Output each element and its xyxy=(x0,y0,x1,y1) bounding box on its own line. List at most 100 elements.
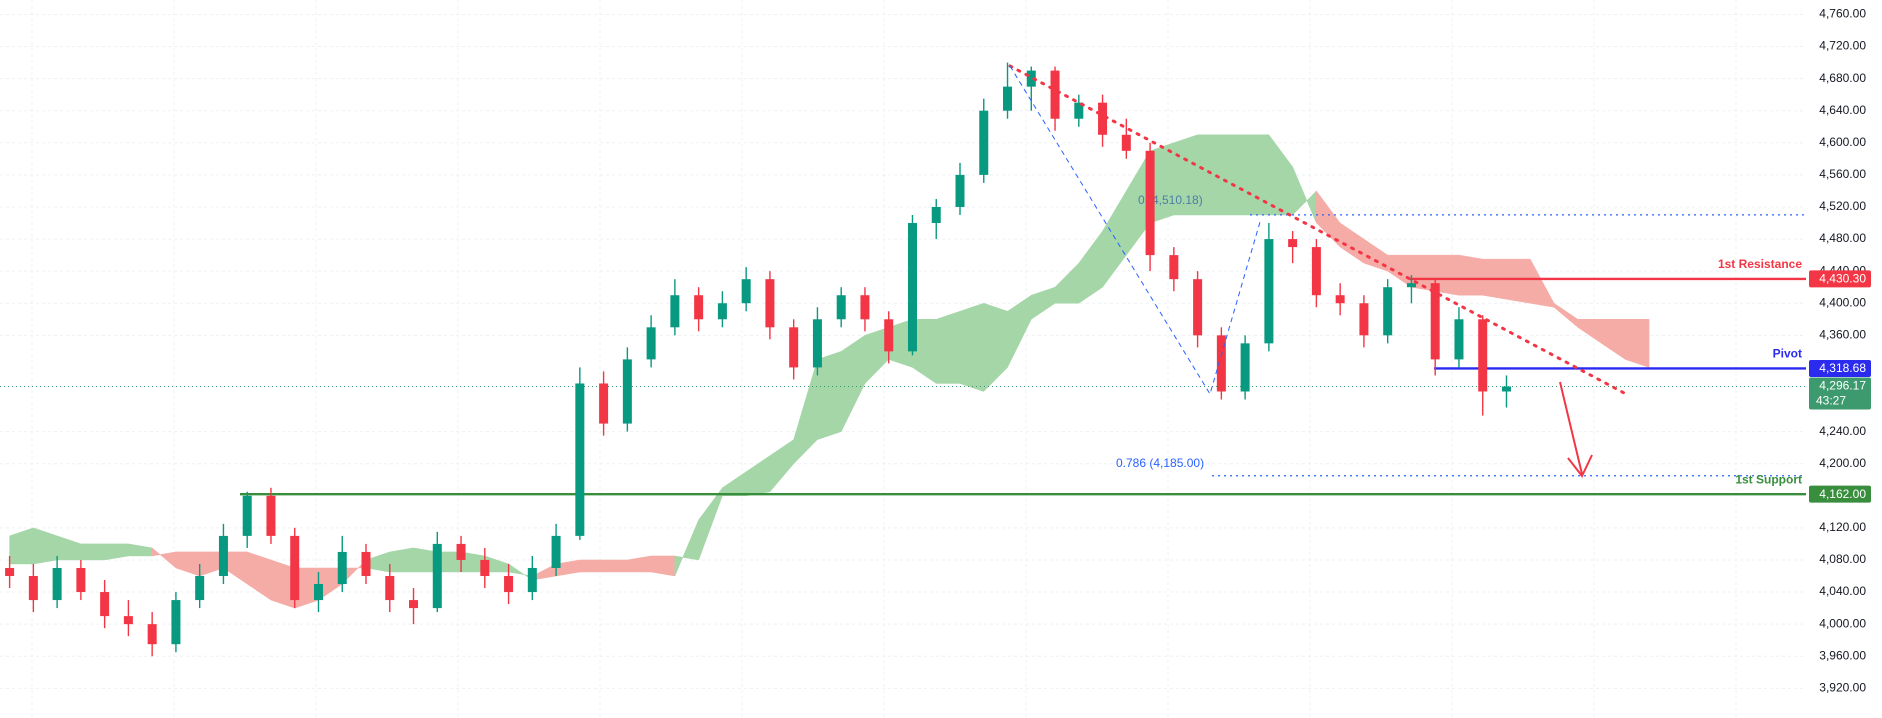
price-axis xyxy=(1806,0,1882,718)
price-axis-labels: 3,920.00 3,960.00 4,000.00 4,040.00 4,080.00… xyxy=(1819,7,1866,695)
candle-body xyxy=(218,535,228,577)
last-price-label: 4,296.17 xyxy=(1819,379,1866,393)
candle-body xyxy=(931,206,941,224)
candle-body xyxy=(670,295,680,328)
candle-body xyxy=(313,584,323,601)
y-tick-label: 4,080.00 xyxy=(1819,552,1866,566)
candle-body xyxy=(860,295,870,320)
level-tag-label: 4,162.00 xyxy=(1819,487,1866,501)
candle-body xyxy=(741,279,751,304)
candle-body xyxy=(1335,295,1345,304)
candle-body xyxy=(979,110,989,175)
candle-body xyxy=(1501,386,1511,392)
level-name: Pivot xyxy=(1773,347,1802,361)
candle-body xyxy=(1026,70,1036,87)
candle-body xyxy=(884,319,894,352)
cloud-segment xyxy=(579,559,604,573)
ichimoku-cloud xyxy=(9,134,1650,609)
cloud-segment xyxy=(935,310,961,384)
candle-body xyxy=(5,567,15,577)
candle-body xyxy=(1430,283,1440,360)
y-tick-label: 4,120.00 xyxy=(1819,520,1866,534)
y-tick-label: 4,680.00 xyxy=(1819,71,1866,85)
y-tick-label: 3,960.00 xyxy=(1819,648,1866,662)
candle-body xyxy=(1454,319,1464,360)
candle-body xyxy=(836,295,846,320)
candle-body xyxy=(717,303,727,320)
candle-body xyxy=(1478,319,1488,392)
candle-body xyxy=(1098,102,1108,135)
cloud-segment xyxy=(80,543,105,561)
candle-body xyxy=(147,624,157,645)
candle-body xyxy=(812,319,822,368)
candle-body xyxy=(480,559,490,577)
y-tick-label: 4,400.00 xyxy=(1819,295,1866,309)
y-tick-label: 4,040.00 xyxy=(1819,584,1866,598)
candle-body xyxy=(456,543,466,560)
y-tick-label: 4,000.00 xyxy=(1819,616,1866,630)
candle-body xyxy=(1311,247,1321,296)
level-tag xyxy=(1809,485,1871,503)
level-tag xyxy=(1809,270,1871,288)
candle-body xyxy=(171,600,181,645)
fib-label: 0.786 (4,185.00) xyxy=(1116,456,1204,470)
y-tick-label: 3,920.00 xyxy=(1819,680,1866,694)
candle-body xyxy=(1240,343,1250,392)
y-tick-label: 4,480.00 xyxy=(1819,231,1866,245)
fib-swing xyxy=(1009,65,1261,396)
candle-body xyxy=(1264,239,1274,344)
candle-body xyxy=(789,327,799,368)
y-tick-label: 4,200.00 xyxy=(1819,456,1866,470)
cloud-segment xyxy=(1625,319,1650,368)
level-name: 1st Resistance xyxy=(1718,257,1802,271)
trend-line xyxy=(1008,64,1628,396)
arrow-shaft xyxy=(1559,381,1583,475)
cloud-segment xyxy=(1458,254,1483,296)
candle-body xyxy=(575,383,585,536)
candle-body xyxy=(1288,239,1298,248)
candle-body xyxy=(646,327,656,360)
cloud-segment xyxy=(959,302,985,392)
annotations xyxy=(1008,64,1628,478)
candle-body xyxy=(765,279,775,328)
candle-body xyxy=(28,576,38,601)
candle-body xyxy=(432,543,442,609)
candle-body xyxy=(504,576,514,593)
last-price-tag xyxy=(1809,377,1871,410)
y-tick-label: 4,640.00 xyxy=(1819,103,1866,117)
candle-body xyxy=(409,600,419,609)
y-tick-label: 4,560.00 xyxy=(1819,167,1866,181)
cloud-segment xyxy=(603,559,628,573)
candles xyxy=(5,62,1511,657)
candle-body xyxy=(100,592,110,617)
candle-body xyxy=(361,551,371,577)
y-tick-label: 4,360.00 xyxy=(1819,328,1866,342)
y-tick-label: 4,240.00 xyxy=(1819,424,1866,438)
candle-body xyxy=(266,495,276,536)
candle-body xyxy=(195,576,205,601)
candle-body xyxy=(955,174,965,207)
candle-body xyxy=(694,295,704,320)
candle-body xyxy=(1383,287,1393,336)
candle-body xyxy=(907,223,917,352)
candle-body xyxy=(551,535,561,568)
candle-body xyxy=(527,567,537,593)
candle-body xyxy=(1121,134,1131,151)
y-tick-label: 4,720.00 xyxy=(1819,39,1866,53)
candle-body xyxy=(242,495,252,536)
level-name: 1st Support xyxy=(1735,472,1802,486)
candle-body xyxy=(1145,150,1155,256)
candle-body xyxy=(599,383,609,424)
candle-body xyxy=(52,567,62,601)
candle-body xyxy=(1359,303,1369,336)
candle-body xyxy=(622,359,632,424)
candle-body xyxy=(290,535,300,601)
candle-body xyxy=(1193,279,1203,336)
candle-body xyxy=(385,576,395,601)
cloud-segment xyxy=(389,547,414,573)
candle-body xyxy=(1074,102,1084,119)
candle-body xyxy=(1406,283,1416,288)
